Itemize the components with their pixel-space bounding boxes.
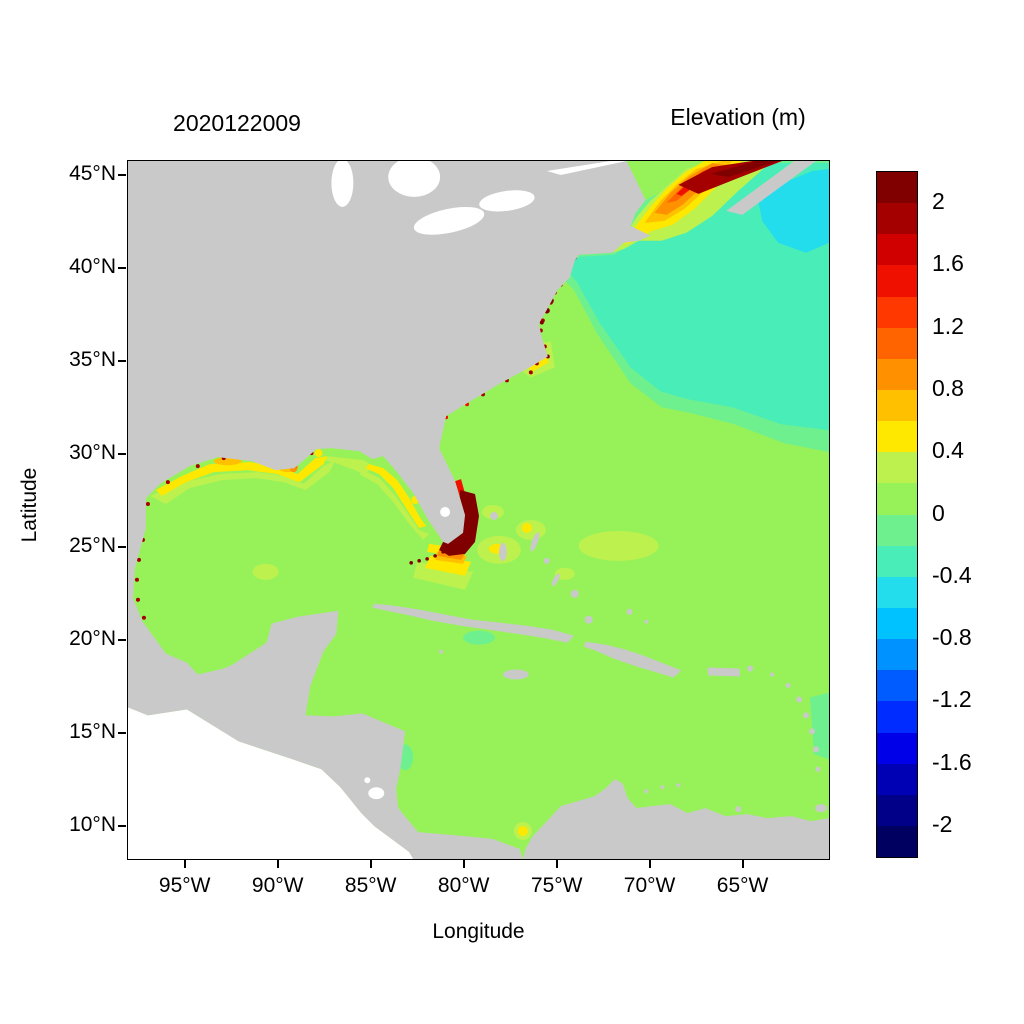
x-tick-label: 85°W bbox=[344, 874, 397, 897]
colorbar-tick-label: -0.8 bbox=[932, 624, 972, 651]
land-nova-scotia bbox=[726, 161, 817, 215]
colorbar-tick-label: -1.6 bbox=[932, 748, 972, 775]
colorbar-cell bbox=[877, 763, 917, 795]
x-tick-label: 95°W bbox=[158, 874, 211, 897]
land-south-america bbox=[522, 779, 829, 859]
ocean-teal-region bbox=[567, 162, 829, 431]
map-plot-area bbox=[127, 160, 830, 860]
colorbar-cell bbox=[877, 732, 917, 764]
x-tick-mark bbox=[462, 860, 465, 868]
great-lakes bbox=[331, 161, 627, 800]
colorbar-tick-label: -0.4 bbox=[932, 561, 972, 588]
colorbar-title: Elevation (m) bbox=[670, 104, 806, 130]
y-tick-mark bbox=[118, 639, 126, 642]
colorbar-tick-label: 1.6 bbox=[932, 250, 964, 277]
colorbar-cell bbox=[877, 483, 917, 515]
x-tick-mark bbox=[369, 860, 372, 868]
colorbar bbox=[876, 171, 918, 858]
colorbar-tick-label: 0.8 bbox=[932, 374, 964, 401]
lake-michigan bbox=[331, 161, 354, 207]
colorbar-cell bbox=[877, 296, 917, 328]
lake-ontario bbox=[479, 190, 535, 212]
y-tick-mark bbox=[118, 267, 126, 269]
y-tick-mark bbox=[118, 360, 126, 363]
x-tick-mark bbox=[555, 860, 558, 868]
x-tick-mark bbox=[183, 860, 186, 868]
y-tick-label: 10°N bbox=[69, 813, 116, 837]
land-jamaica bbox=[502, 669, 529, 680]
y-axis-label: Latitude bbox=[18, 467, 41, 543]
colorbar-tick-label: 1.2 bbox=[932, 312, 964, 339]
x-tick-label: 90°W bbox=[251, 874, 304, 897]
pacific-outside-domain bbox=[128, 707, 414, 859]
y-tick-label: 35°N bbox=[69, 348, 116, 372]
colorbar-cell bbox=[877, 670, 917, 702]
lake-nicaragua bbox=[368, 787, 385, 800]
colorbar-cell bbox=[877, 172, 917, 204]
y-tick-mark bbox=[118, 825, 126, 828]
y-tick-label: 30°N bbox=[69, 441, 116, 465]
y-tick-mark bbox=[118, 732, 126, 735]
colorbar-cell bbox=[877, 639, 917, 671]
colorbar-cell bbox=[877, 514, 917, 546]
colorbar-tick-label: 0.4 bbox=[932, 437, 964, 464]
colorbar-cell bbox=[877, 607, 917, 640]
y-tick-mark bbox=[118, 173, 126, 176]
land-cuba bbox=[372, 603, 574, 643]
y-tick-label: 45°N bbox=[69, 161, 116, 185]
x-tick-label: 70°W bbox=[623, 874, 676, 897]
colorbar-cell bbox=[877, 576, 917, 608]
colorbar-cell bbox=[877, 234, 917, 266]
x-axis-label: Longitude bbox=[432, 920, 525, 943]
colorbar-tick-label: 0 bbox=[932, 499, 945, 526]
colorbar-cell bbox=[877, 327, 917, 359]
colorbar-cell bbox=[877, 389, 917, 422]
st-lawrence-river bbox=[546, 161, 627, 175]
land-hispaniola bbox=[583, 641, 682, 678]
plot-timestamp: 2020122009 bbox=[173, 110, 301, 136]
y-tick-label: 40°N bbox=[69, 255, 116, 278]
y-tick-mark bbox=[118, 546, 126, 549]
colorbar-cell bbox=[877, 825, 917, 858]
colorbar-cell bbox=[877, 452, 917, 484]
colorbar-cell bbox=[877, 203, 917, 235]
land-puerto-rico bbox=[707, 667, 741, 677]
x-tick-label: 80°W bbox=[437, 874, 490, 897]
y-tick-label: 25°N bbox=[69, 534, 116, 558]
colorbar-tick-label: -2 bbox=[932, 810, 953, 837]
lake-erie bbox=[413, 206, 485, 235]
x-tick-label: 65°W bbox=[716, 874, 769, 897]
colorbar-cell bbox=[877, 421, 917, 453]
lake-okeechobee bbox=[440, 507, 451, 517]
x-tick-mark bbox=[648, 860, 651, 868]
land-north-america bbox=[128, 161, 651, 859]
land-trinidad bbox=[815, 804, 828, 813]
colorbar-tick-label: -1.2 bbox=[932, 686, 972, 713]
colorbar-cell bbox=[877, 358, 917, 390]
colorbar-tick-label: 2 bbox=[932, 188, 945, 215]
colorbar-cell bbox=[877, 701, 917, 733]
colorbar-cell bbox=[877, 265, 917, 297]
x-tick-label: 75°W bbox=[530, 874, 583, 897]
map-svg bbox=[128, 161, 829, 859]
land-masses bbox=[128, 161, 829, 859]
y-tick-mark bbox=[118, 453, 126, 456]
x-tick-mark bbox=[276, 860, 279, 868]
y-tick-label: 15°N bbox=[69, 720, 116, 744]
x-tick-mark bbox=[741, 860, 744, 868]
lake-huron bbox=[388, 161, 441, 197]
colorbar-cell bbox=[877, 545, 917, 577]
colorbar-cell bbox=[877, 794, 917, 826]
y-tick-label: 20°N bbox=[69, 627, 116, 651]
